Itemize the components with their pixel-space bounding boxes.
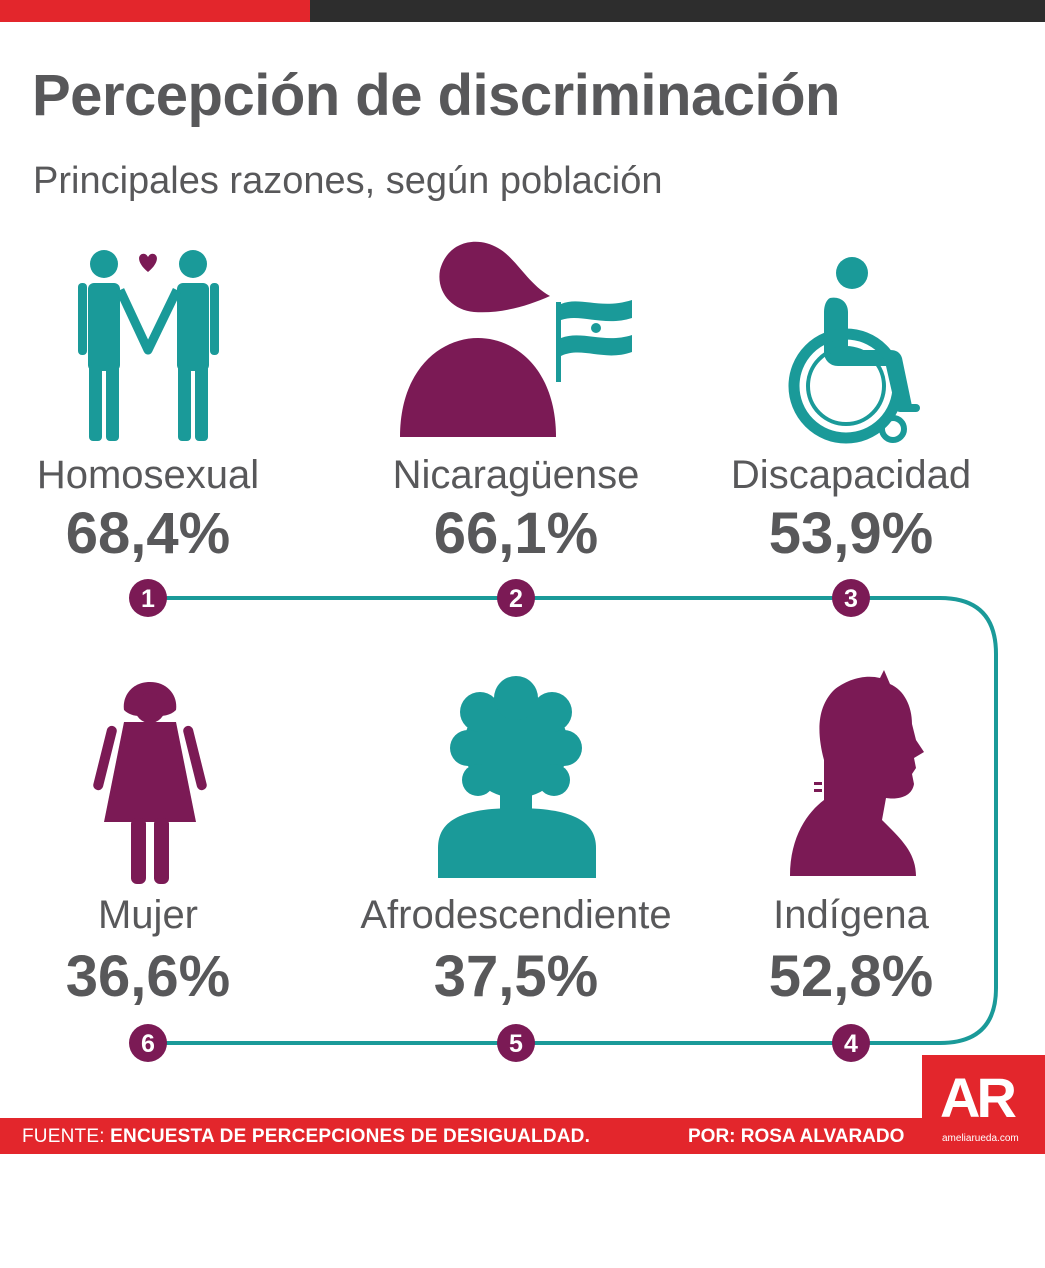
top-bar-red-segment — [0, 0, 310, 22]
rank-number-5: 5 — [509, 1030, 523, 1058]
footer-bar — [0, 1118, 1045, 1154]
category-label-6: Mujer — [97, 893, 199, 937]
indigenous-profile-icon — [790, 670, 924, 876]
category-label-1: Homosexual — [36, 453, 260, 497]
rank-marker-6: 6 — [129, 1024, 167, 1062]
rank-marker-4: 4 — [832, 1024, 870, 1062]
source-prefix: FUENTE: — [22, 1126, 105, 1147]
category-percentage-1: 68,4% — [65, 501, 231, 566]
heart-icon — [139, 253, 157, 272]
rank-marker-5: 5 — [497, 1024, 535, 1062]
rank-number-4: 4 — [844, 1030, 858, 1058]
category-percentage-5: 37,5% — [433, 944, 599, 1009]
person-with-flag-icon — [400, 241, 632, 437]
rank-marker-2: 2 — [497, 579, 535, 617]
woman-icon — [93, 682, 207, 884]
page-title: Percepción de discriminación — [32, 63, 840, 128]
top-color-bar — [0, 0, 1045, 22]
category-label-5: Afrodescendiente — [360, 893, 672, 937]
rank-number-3: 3 — [844, 585, 858, 613]
couple-icon — [78, 250, 219, 441]
logo-text: AR — [940, 1066, 1017, 1129]
category-percentage-3: 53,9% — [768, 501, 934, 566]
page-subtitle: Principales razones, según población — [33, 160, 663, 202]
afro-person-icon — [438, 676, 596, 878]
category-percentage-4: 52,8% — [768, 944, 934, 1009]
category-label-3: Discapacidad — [730, 453, 972, 497]
rank-marker-1: 1 — [129, 579, 167, 617]
author-credit: POR: ROSA ALVARADO — [688, 1126, 905, 1147]
rank-number-6: 6 — [141, 1030, 155, 1058]
rank-number-1: 1 — [141, 585, 155, 613]
source-text: FUENTE: ENCUESTA DE PERCEPCIONES DE DESI… — [22, 1126, 590, 1148]
brand-logo: AR ameliarueda.com — [922, 1055, 1045, 1154]
category-label-4: Indígena — [773, 893, 929, 937]
wheelchair-icon — [788, 257, 920, 444]
rank-marker-3: 3 — [832, 579, 870, 617]
logo-site: ameliarueda.com — [942, 1133, 1019, 1144]
top-bar-dark-segment — [310, 0, 1045, 22]
category-label-2: Nicaragüense — [392, 453, 640, 497]
rank-number-2: 2 — [509, 585, 523, 613]
category-percentage-2: 66,1% — [433, 501, 599, 566]
source-name: ENCUESTA DE PERCEPCIONES DE DESIGUALDAD. — [110, 1126, 591, 1147]
ranking-connector-line — [148, 596, 998, 1045]
category-percentage-6: 36,6% — [65, 944, 231, 1009]
